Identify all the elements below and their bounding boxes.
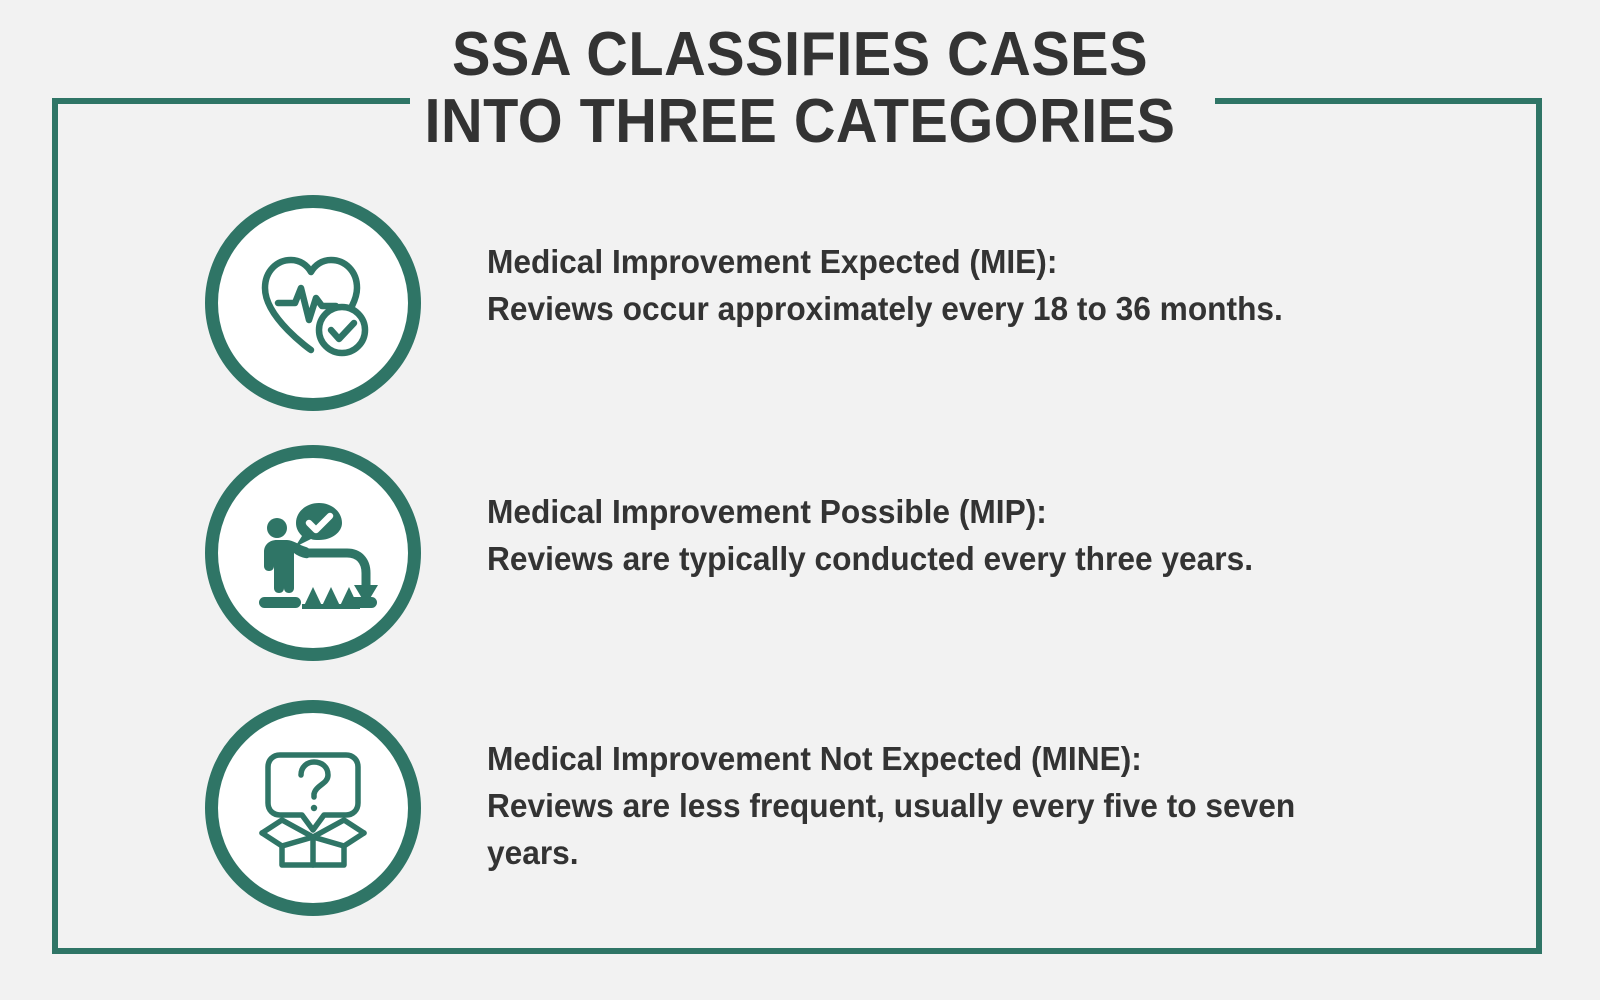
category-description: Reviews occur approximately every 18 to …: [487, 289, 1283, 327]
category-row-mie: Medical Improvement Expected (MIE): Revi…: [205, 195, 1316, 411]
frame-border-bottom: [52, 948, 1542, 954]
category-heading: Medical Improvement Expected (MIE):: [487, 243, 1058, 280]
person-hurdle-arrow-check-icon: [247, 487, 379, 619]
category-icon-circle-mine: [205, 700, 421, 916]
page-title: SSA CLASSIFIES CASES INTO THREE CATEGORI…: [0, 20, 1600, 156]
category-heading: Medical Improvement Possible (MIP):: [487, 493, 1047, 530]
category-description: Reviews are less frequent, usually every…: [487, 786, 1296, 871]
open-box-question-icon: [250, 745, 376, 871]
category-text-mine: Medical Improvement Not Expected (MINE):…: [487, 700, 1357, 877]
category-text-mie: Medical Improvement Expected (MIE): Revi…: [487, 195, 1316, 333]
frame-border-right: [1536, 98, 1542, 954]
heart-pulse-check-icon: [248, 238, 378, 368]
category-text-mip: Medical Improvement Possible (MIP): Revi…: [487, 445, 1285, 583]
page-title-line-1: SSA CLASSIFIES CASES: [451, 20, 1149, 89]
frame-border-left: [52, 98, 58, 954]
category-heading: Medical Improvement Not Expected (MINE):: [487, 740, 1142, 777]
category-row-mine: Medical Improvement Not Expected (MINE):…: [205, 700, 1357, 916]
category-row-mip: Medical Improvement Possible (MIP): Revi…: [205, 445, 1285, 661]
category-icon-circle-mie: [205, 195, 421, 411]
category-icon-circle-mip: [205, 445, 421, 661]
frame-border-top-left: [52, 98, 410, 104]
category-description: Reviews are typically conducted every th…: [487, 539, 1254, 577]
frame-border-top-right: [1215, 98, 1542, 104]
